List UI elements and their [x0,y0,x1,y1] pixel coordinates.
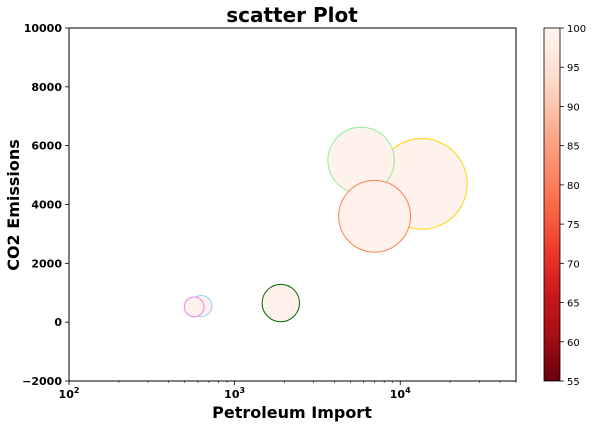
colorbar-tick-label: 70 [567,259,580,270]
scatter-point [261,283,300,323]
scatter-point [338,179,411,253]
x-axis: 102 103 104 [59,381,517,401]
chart-title: scatter Plot [226,3,358,27]
x-axis-label: Petroleum Import [212,403,372,422]
colorbar-tick-label: 100 [567,24,586,35]
y-tick-label: 6000 [31,140,62,153]
colorbar-tick-label: 65 [567,299,580,310]
colorbar-tick-label: 90 [567,102,580,113]
colorbar-tick-label: 55 [567,377,580,388]
x-tick-label: 104 [390,386,411,401]
points-layer [183,126,468,323]
y-axis: −2000 0 2000 4000 6000 8000 10000 [22,22,69,388]
y-tick-label: 2000 [31,257,62,270]
y-tick-label: −2000 [22,375,62,388]
y-tick-label: 0 [54,316,62,329]
colorbar-axis: 55 60 65 70 75 80 85 90 95 100 [560,24,586,388]
colorbar-tick-label: 95 [567,63,580,74]
colorbar-tick-label: 85 [567,142,580,153]
colorbar-tick-label: 60 [567,338,580,349]
y-tick-label: 8000 [31,81,62,94]
x-tick-label: 102 [59,386,80,401]
y-tick-label: 10000 [24,22,63,35]
colorbar-tick-label: 75 [567,220,580,231]
scatter-point [183,296,205,318]
x-tick-label: 103 [224,386,245,401]
y-tick-label: 4000 [31,199,62,212]
y-axis-label: CO2 Emissions [4,139,23,271]
colorbar [543,27,561,382]
colorbar-tick-label: 80 [567,181,580,192]
